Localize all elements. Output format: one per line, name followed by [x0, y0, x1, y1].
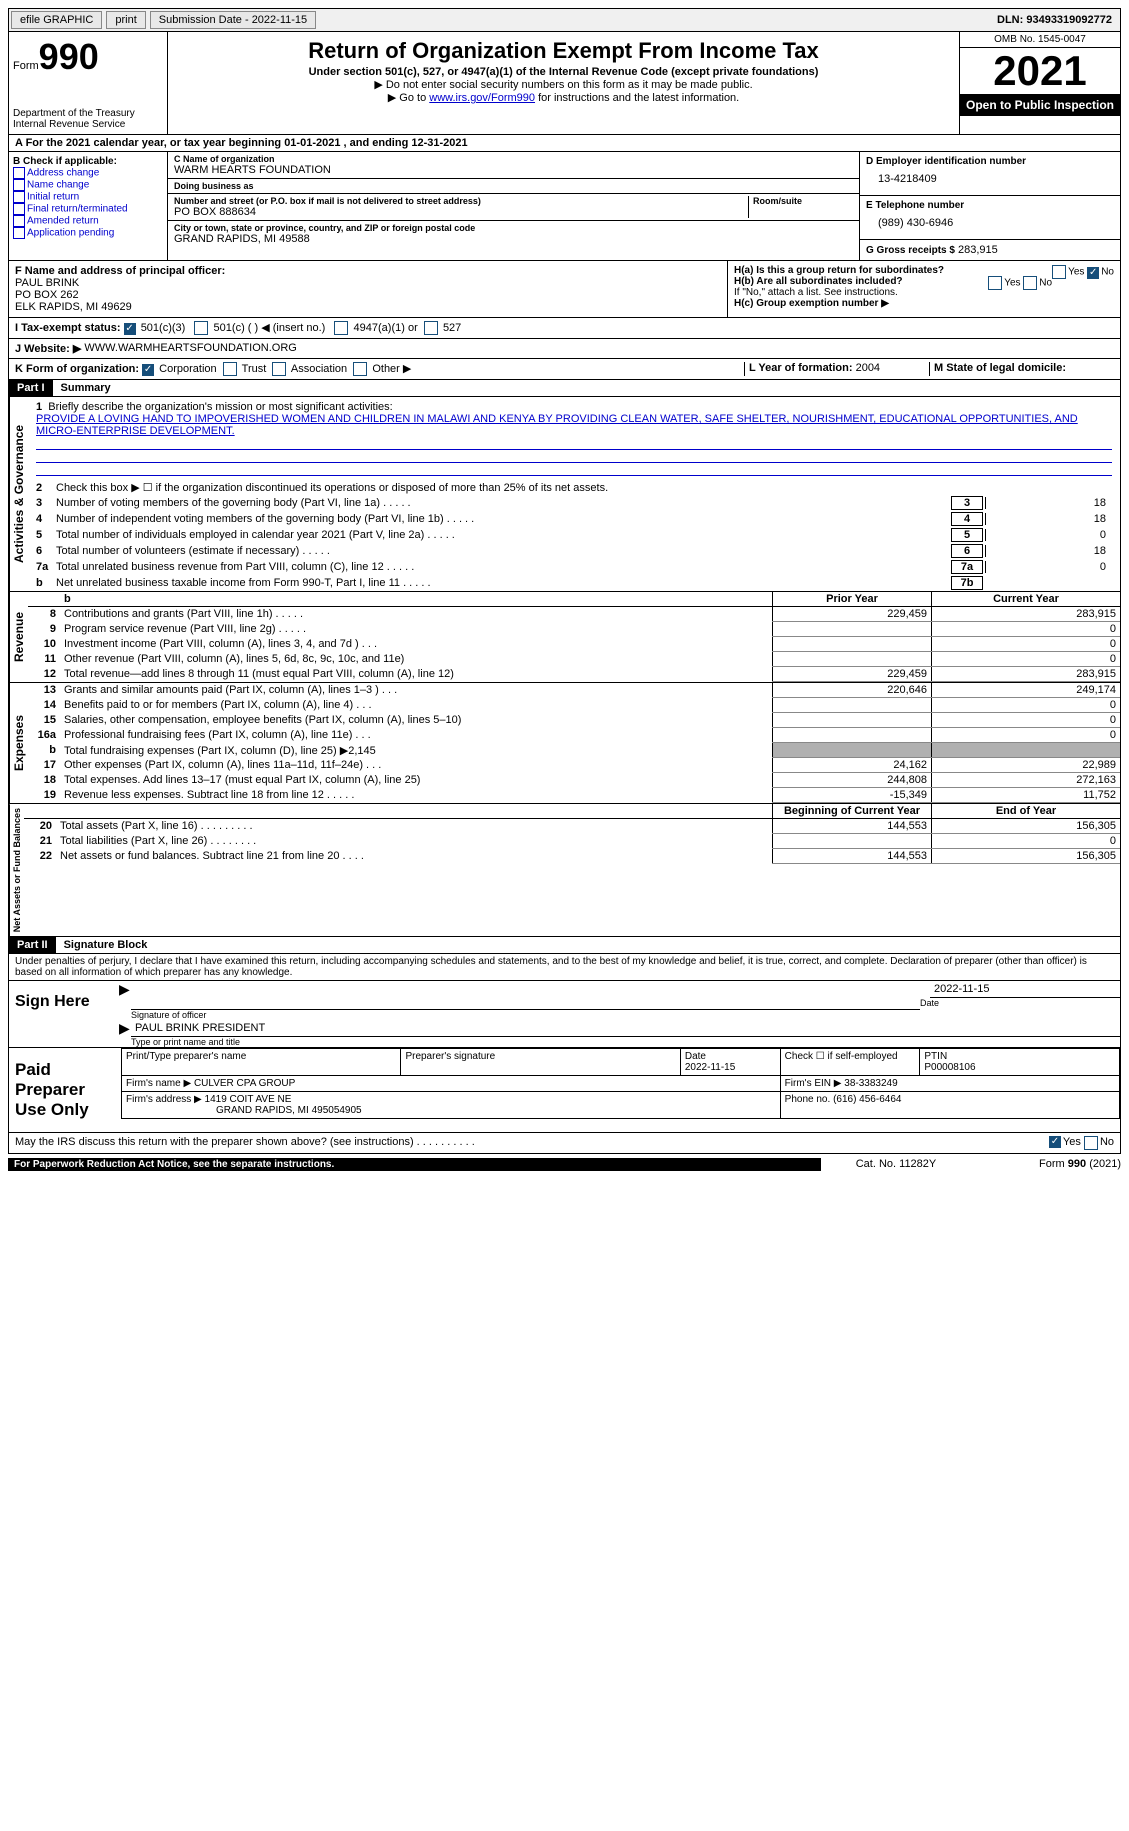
table-row: 18Total expenses. Add lines 13–17 (must … — [28, 773, 1120, 788]
colb-option[interactable]: Address change — [13, 167, 163, 179]
table-row: 19Revenue less expenses. Subtract line 1… — [28, 788, 1120, 803]
tab-expenses: Expenses — [9, 683, 28, 803]
firm-ein: 38-3383249 — [844, 1078, 897, 1089]
colb-option[interactable]: Amended return — [13, 215, 163, 227]
table-row: 12Total revenue—add lines 8 through 11 (… — [28, 667, 1120, 682]
officer-name: PAUL BRINK — [15, 277, 79, 289]
ha-yes-checkbox[interactable] — [1052, 265, 1066, 279]
col-c-org: C Name of organization WARM HEARTS FOUND… — [168, 152, 859, 260]
ptin: P00008106 — [924, 1062, 975, 1073]
street-address: PO BOX 888634 — [174, 206, 748, 218]
part2-header: Part II Signature Block — [8, 937, 1121, 954]
table-row: 20Total assets (Part X, line 16) . . . .… — [24, 819, 1120, 834]
revenue-table: b Prior Year Current Year 8Contributions… — [28, 592, 1120, 682]
expenses-table: 13Grants and similar amounts paid (Part … — [28, 683, 1120, 803]
gov-line: 7aTotal unrelated business revenue from … — [28, 559, 1120, 575]
part1-body: Activities & Governance 1 Briefly descri… — [8, 397, 1121, 937]
gov-line: 5Total number of individuals employed in… — [28, 527, 1120, 543]
table-row: 15Salaries, other compensation, employee… — [28, 713, 1120, 728]
discuss-yes-checkbox[interactable]: ✓ — [1049, 1136, 1061, 1148]
table-row: 13Grants and similar amounts paid (Part … — [28, 683, 1120, 698]
firm-name: CULVER CPA GROUP — [194, 1078, 295, 1089]
table-row: 16aProfessional fundraising fees (Part I… — [28, 728, 1120, 743]
table-row: 21Total liabilities (Part X, line 26) . … — [24, 834, 1120, 849]
public-inspection: Open to Public Inspection — [960, 94, 1120, 116]
row-j-website: J Website: ▶ WWW.WARMHEARTSFOUNDATION.OR… — [8, 339, 1121, 359]
tax-year: 2021 — [960, 48, 1120, 94]
gov-line: 6Total number of volunteers (estimate if… — [28, 543, 1120, 559]
hb-yes-checkbox[interactable] — [988, 276, 1002, 290]
gov-line: 3Number of voting members of the governi… — [28, 495, 1120, 511]
gov-line: 4Number of independent voting members of… — [28, 511, 1120, 527]
table-row: 11Other revenue (Part VIII, column (A), … — [28, 652, 1120, 667]
table-row: 8Contributions and grants (Part VIII, li… — [28, 607, 1120, 622]
paid-preparer-block: Paid Preparer Use Only Print/Type prepar… — [8, 1048, 1121, 1133]
table-row: 14Benefits paid to or for members (Part … — [28, 698, 1120, 713]
table-row: 22Net assets or fund balances. Subtract … — [24, 849, 1120, 864]
hb-no-checkbox[interactable] — [1023, 276, 1037, 290]
tab-governance: Activities & Governance — [9, 397, 28, 591]
page-footer: For Paperwork Reduction Act Notice, see … — [8, 1154, 1121, 1171]
website: WWW.WARMHEARTSFOUNDATION.ORG — [84, 342, 296, 355]
ha-no-checkbox[interactable]: ✓ — [1087, 267, 1099, 279]
colb-option[interactable]: Name change — [13, 179, 163, 191]
501c3-checkbox[interactable]: ✓ — [124, 323, 136, 335]
phone: (989) 430-6946 — [866, 211, 1114, 235]
omb-number: OMB No. 1545-0047 — [960, 32, 1120, 48]
city-state-zip: GRAND RAPIDS, MI 49588 — [174, 233, 853, 245]
col-d-numbers: D Employer identification number 13-4218… — [859, 152, 1120, 260]
table-row: 10Investment income (Part VIII, column (… — [28, 637, 1120, 652]
irs-link[interactable]: www.irs.gov/Form990 — [429, 92, 535, 104]
officer-name-title: ▶PAUL BRINK PRESIDENT — [131, 1020, 1120, 1037]
submission-date: Submission Date - 2022-11-15 — [150, 11, 316, 29]
corp-checkbox[interactable]: ✓ — [142, 364, 154, 376]
table-row: 9Program service revenue (Part VIII, lin… — [28, 622, 1120, 637]
netassets-table: Beginning of Current Year End of Year 20… — [24, 804, 1120, 864]
tab-netassets: Net Assets or Fund Balances — [9, 804, 24, 936]
discuss-no-checkbox[interactable] — [1084, 1136, 1098, 1150]
col-b-checkboxes: B Check if applicable: Address changeNam… — [9, 152, 168, 260]
irs-discuss-row: May the IRS discuss this return with the… — [8, 1133, 1121, 1154]
dept-label: Department of the Treasury Internal Reve… — [13, 108, 163, 130]
part1-header: Part I Summary — [8, 380, 1121, 397]
firm-phone: (616) 456-6464 — [833, 1094, 901, 1105]
gov-line: bNet unrelated business taxable income f… — [28, 575, 1120, 591]
org-name: WARM HEARTS FOUNDATION — [174, 164, 853, 176]
perjury-declaration: Under penalties of perjury, I declare th… — [8, 954, 1121, 981]
table-row: 17Other expenses (Part IX, column (A), l… — [28, 758, 1120, 773]
identity-block: B Check if applicable: Address changeNam… — [8, 152, 1121, 261]
row-a-period: A For the 2021 calendar year, or tax yea… — [8, 135, 1121, 152]
form-title: Return of Organization Exempt From Incom… — [172, 38, 955, 64]
row-k-form-org: K Form of organization: ✓ Corporation Tr… — [8, 359, 1121, 380]
officer-group-block: F Name and address of principal officer:… — [8, 261, 1121, 318]
form-note2: ▶ Go to www.irs.gov/Form990 for instruct… — [172, 91, 955, 104]
colb-option[interactable]: Final return/terminated — [13, 203, 163, 215]
colb-option[interactable]: Initial return — [13, 191, 163, 203]
gov-line: 2Check this box ▶ ☐ if the organization … — [28, 480, 1120, 495]
sign-here-block: Sign Here ▶ Signature of officer 2022-11… — [8, 981, 1121, 1048]
dln-label: DLN: 93493319092772 — [997, 14, 1120, 26]
form-number: Form990 — [13, 36, 163, 78]
sign-date: 2022-11-15 — [930, 981, 1120, 998]
tab-revenue: Revenue — [9, 592, 28, 682]
print-button[interactable]: print — [106, 11, 145, 29]
colb-option[interactable]: Application pending — [13, 227, 163, 239]
gross-receipts: 283,915 — [958, 244, 998, 256]
top-bar: efile GRAPHIC print Submission Date - 20… — [8, 8, 1121, 32]
mission-block: 1 Briefly describe the organization's mi… — [28, 397, 1120, 480]
form-note1: ▶ Do not enter social security numbers o… — [172, 78, 955, 91]
table-row: bTotal fundraising expenses (Part IX, co… — [28, 743, 1120, 758]
ein: 13-4218409 — [866, 167, 1114, 191]
form-subtitle: Under section 501(c), 527, or 4947(a)(1)… — [172, 66, 955, 78]
efile-label: efile GRAPHIC — [11, 11, 102, 29]
row-i-tax-status: I Tax-exempt status: ✓ 501(c)(3) 501(c) … — [8, 318, 1121, 339]
form-header: Form990 Department of the Treasury Inter… — [8, 32, 1121, 135]
mission-text: PROVIDE A LOVING HAND TO IMPOVERISHED WO… — [36, 413, 1078, 437]
